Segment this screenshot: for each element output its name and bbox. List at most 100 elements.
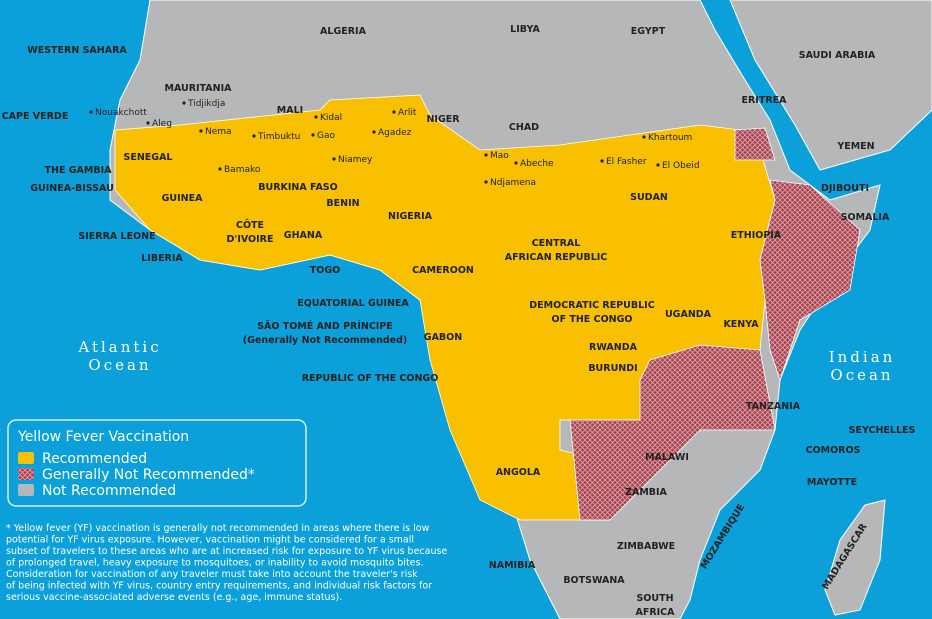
country-label: SAUDI ARABIA xyxy=(799,50,876,61)
city-dot xyxy=(484,180,488,184)
city-label: Aleg xyxy=(152,119,172,129)
city-label: Timbuktu xyxy=(257,132,300,142)
city-dot xyxy=(314,115,318,119)
country-label: ZAMBIA xyxy=(625,487,667,498)
ocean-label: Atlantic xyxy=(77,338,161,356)
country-label: CENTRAL xyxy=(532,238,581,249)
country-label: WESTERN SAHARA xyxy=(27,45,127,56)
country-label: AFRICA xyxy=(635,607,675,618)
country-label: BURKINA FASO xyxy=(258,182,337,193)
country-label: GABON xyxy=(424,332,462,343)
footnote-line: subset of travelers to these areas who a… xyxy=(6,546,447,557)
country-label: UGANDA xyxy=(665,309,712,320)
legend-label: Recommended xyxy=(42,451,147,467)
city-label: El Obeid xyxy=(662,161,700,171)
country-label: ETHIOPIA xyxy=(731,230,782,241)
city-dot xyxy=(199,129,203,133)
city-label: Bamako xyxy=(224,165,261,175)
footnote-line: potential for YF virus exposure. However… xyxy=(6,535,414,546)
country-label: REPUBLIC OF THE CONGO xyxy=(302,373,439,384)
country-label: NIGERIA xyxy=(388,211,433,222)
city-dot xyxy=(392,110,396,114)
country-label: SOUTH xyxy=(636,593,673,604)
country-label: MALAWI xyxy=(645,452,689,463)
country-label: KENYA xyxy=(723,319,759,330)
city-dot xyxy=(89,110,93,114)
country-label: DEMOCRATIC REPUBLIC xyxy=(529,300,654,311)
legend-swatch xyxy=(18,468,34,480)
city-dot xyxy=(600,159,604,163)
country-label: YEMEN xyxy=(836,141,874,152)
city-dot xyxy=(372,130,376,134)
country-label: SIERRA LEONE xyxy=(78,231,155,242)
not-recommended-hatched xyxy=(569,344,776,521)
city-label: Mao xyxy=(490,151,509,161)
country-label: MALI xyxy=(277,105,303,116)
city-dot xyxy=(218,167,222,171)
country-label: MAYOTTE xyxy=(807,477,857,488)
footnote-line: of being infected with YF virus, country… xyxy=(6,581,432,592)
city-label: El Fasher xyxy=(606,157,647,167)
legend-box xyxy=(7,419,307,507)
city-dot xyxy=(514,161,518,165)
city-dot xyxy=(484,153,488,157)
country-label: SENEGAL xyxy=(124,152,173,163)
legend-swatch xyxy=(18,452,34,464)
country-label: SÃO TOMÉ AND PRÍNCIPE xyxy=(257,320,393,332)
country-label: GUINEA xyxy=(162,193,203,204)
country-label: DJIBOUTI xyxy=(821,183,869,194)
footnote-line: serious vaccine-associated adverse event… xyxy=(6,592,342,603)
city-dot xyxy=(182,101,186,105)
country-label: LIBYA xyxy=(510,24,540,35)
country-label: ALGERIA xyxy=(320,26,367,37)
footnote-line: * Yellow fever (YF) vaccination is gener… xyxy=(6,523,430,534)
madagascar xyxy=(824,499,886,616)
country-label: TOGO xyxy=(310,265,340,276)
country-label: NAMIBIA xyxy=(489,560,536,571)
country-label: COMOROS xyxy=(806,445,861,456)
country-label: RWANDA xyxy=(589,342,638,353)
country-label: EGYPT xyxy=(631,26,666,37)
city-label: Nouakchott xyxy=(95,108,147,118)
ocean-label: Indian xyxy=(829,348,896,366)
country-label: SUDAN xyxy=(630,192,668,203)
country-label: CHAD xyxy=(509,122,539,133)
country-label: EQUATORIAL GUINEA xyxy=(297,298,409,309)
country-label: ZIMBABWE xyxy=(617,541,675,552)
country-label: SOMALIA xyxy=(841,212,890,223)
city-label: Ndjamena xyxy=(490,178,536,188)
country-label: BOTSWANA xyxy=(563,575,625,586)
legend-label: Not Recommended xyxy=(42,483,176,499)
country-label: SEYCHELLES xyxy=(849,425,916,436)
footnote-line: of prolonged travel, heavy exposure to m… xyxy=(6,558,423,569)
city-label: Gao xyxy=(317,131,335,141)
country-label: GHANA xyxy=(284,230,323,241)
legend-title: Yellow Fever Vaccination xyxy=(17,429,189,445)
country-label: CAPE VERDE xyxy=(2,111,69,122)
city-label: Tidjikdja xyxy=(187,99,225,109)
country-label: LIBERIA xyxy=(141,253,183,264)
city-label: Niamey xyxy=(338,155,373,165)
city-label: Kidal xyxy=(320,113,342,123)
country-label: BENIN xyxy=(326,198,359,209)
city-dot xyxy=(642,135,646,139)
legend-swatch xyxy=(18,484,34,496)
ocean-label: Ocean xyxy=(88,356,151,374)
city-dot xyxy=(252,134,256,138)
country-label: D'IVOIRE xyxy=(227,234,274,245)
not-recommended-hatched xyxy=(759,179,861,382)
city-label: Agadez xyxy=(378,128,412,138)
country-label: NIGER xyxy=(426,114,460,125)
city-label: Nema xyxy=(205,127,232,137)
country-label: CAMEROON xyxy=(412,265,474,276)
city-label: Arlit xyxy=(398,108,417,118)
country-label: ERITREA xyxy=(742,95,788,106)
country-label: AFRICAN REPUBLIC xyxy=(505,252,608,263)
city-label: Khartoum xyxy=(648,133,692,143)
footnote-line: Consideration for vaccination of any tra… xyxy=(6,569,418,580)
country-label: (Generally Not Recommended) xyxy=(243,335,408,346)
country-label: GUINEA-BISSAU xyxy=(30,183,114,194)
legend-label: Generally Not Recommended* xyxy=(42,467,255,483)
city-dot xyxy=(656,163,660,167)
